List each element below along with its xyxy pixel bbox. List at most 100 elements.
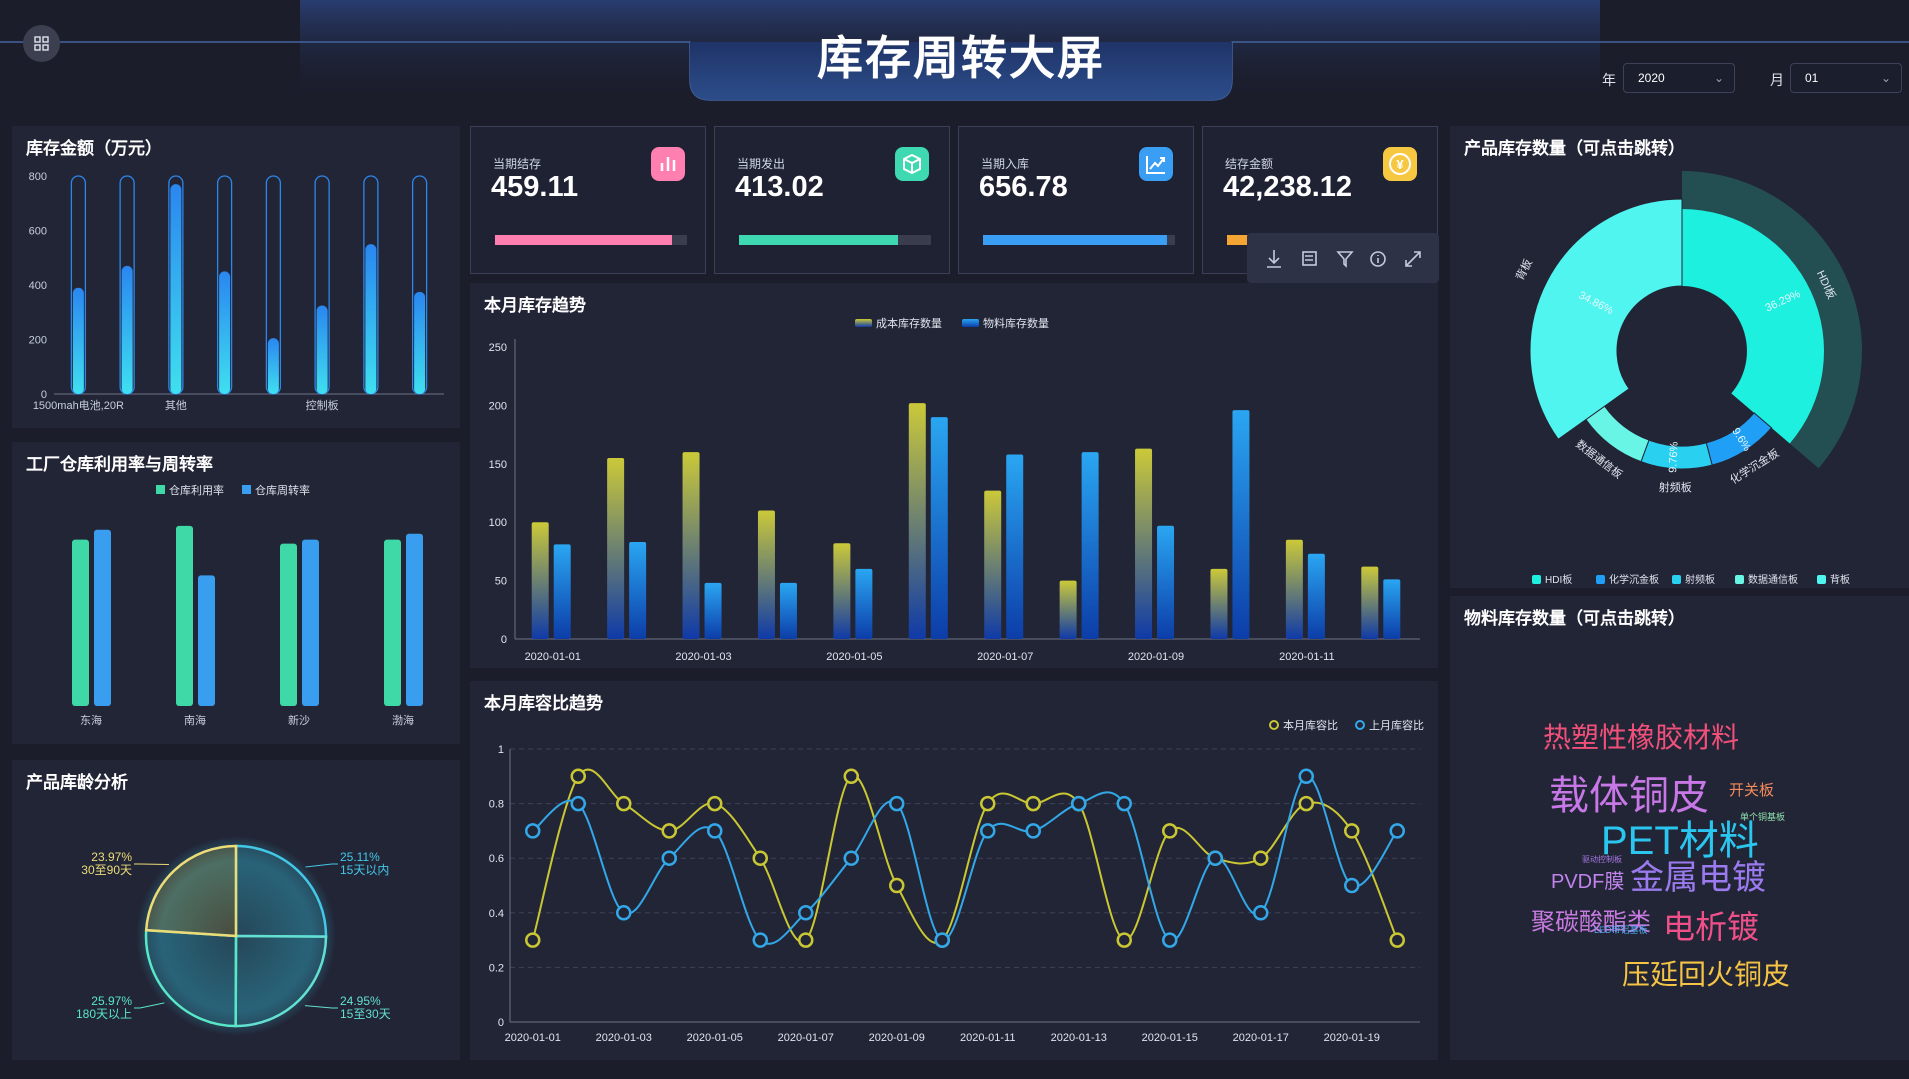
y-tick-label: 600 xyxy=(29,226,47,238)
x-tick-label: 2020-01-09 xyxy=(1128,651,1184,663)
data-point xyxy=(1344,877,1360,894)
bar xyxy=(531,522,549,639)
product-qty-panel[interactable]: 产品库存数量（可点击跳转） 36.29% HDI板 9.6% 化学沉金板 9.76% 射频… xyxy=(1450,126,1909,588)
kpi-progress-fill xyxy=(1227,235,1266,245)
trend-chart: 成本库存数量 物料库存数量 0 50 100 150 200 250 2020-01-01 202… xyxy=(489,316,1420,663)
trend-chart-icon xyxy=(1139,147,1173,181)
year-label: 年 xyxy=(1602,72,1616,88)
kpi-progress-fill xyxy=(983,235,1168,245)
data-point xyxy=(616,905,632,921)
wordcloud-word[interactable]: 驱动控制板 xyxy=(1582,855,1622,864)
ratio-chart: 本月库容比 上月库容比 0 0.2 0.4 0.6 0.8 1 2020-01-01 2020-0… xyxy=(489,718,1424,1044)
month-select[interactable]: 01 ⌄ xyxy=(1790,63,1902,93)
bar xyxy=(1383,579,1401,639)
y-tick-label: 0.6 xyxy=(489,853,504,865)
y-tick-label: 0.2 xyxy=(489,962,504,974)
pie-pct-label: 23.97% xyxy=(91,850,132,864)
legend-marker xyxy=(1269,720,1279,730)
wordcloud-word[interactable]: 金属电镀 xyxy=(1630,859,1766,897)
bar xyxy=(682,452,700,639)
data-point xyxy=(661,850,677,866)
bar xyxy=(170,184,182,394)
x-tick-label: 2020-01-05 xyxy=(687,1032,743,1044)
data-point xyxy=(570,768,586,785)
kpi-progress xyxy=(739,235,931,245)
data-point xyxy=(1389,932,1405,948)
legend-label: 化学沉金板 xyxy=(1609,573,1659,586)
wordcloud-word[interactable]: 单个铜基板 xyxy=(1740,812,1786,822)
x-tick-label: 2020-01-05 xyxy=(826,651,882,663)
kpi-value: 459.11 xyxy=(491,171,579,203)
data-point xyxy=(1253,905,1269,921)
y-tick-label: 0 xyxy=(498,1017,504,1029)
kpi-label: 当期入库 xyxy=(981,157,1030,171)
bar xyxy=(607,457,625,639)
rose-label: 背板 xyxy=(1512,257,1535,283)
menu-button[interactable] xyxy=(23,25,60,62)
pie-pct-label: 24.95% xyxy=(340,994,381,1008)
bar xyxy=(1135,448,1153,639)
bar xyxy=(316,305,328,394)
bar xyxy=(280,543,297,706)
bar xyxy=(629,542,647,639)
product-qty-chart[interactable]: 36.29%HDI板9.6%化学沉金板9.76%射频板数据通信板34.86%背板… xyxy=(1450,126,1909,588)
data-point xyxy=(1207,850,1223,866)
kpi-value: 42,238.12 xyxy=(1223,171,1353,203)
download-icon[interactable] xyxy=(1267,250,1281,268)
wordcloud-word[interactable]: 电析镀 xyxy=(1663,909,1760,945)
wordcloud-word[interactable]: 热塑性橡胶材料 xyxy=(1543,722,1740,753)
chevron-down-icon: ⌄ xyxy=(1880,71,1891,85)
kpi-card: 当期入库 656.78 xyxy=(958,126,1194,274)
wordcloud-word[interactable]: PVDF膜 xyxy=(1551,871,1625,893)
panel-title: 本月库容比趋势 xyxy=(484,694,603,713)
x-tick-label: 2020-01-03 xyxy=(596,1032,652,1044)
material-qty-panel[interactable]: 物料库存数量（可点击跳转） 热塑性橡胶材料 载体铜皮 开关板 单个铜基板 PET材料 驱动… xyxy=(1450,596,1909,1060)
grid-icon xyxy=(34,36,49,51)
cube-icon xyxy=(895,147,929,181)
wordcloud-word[interactable]: 载体铜皮 xyxy=(1549,774,1709,818)
data-point xyxy=(1025,795,1041,812)
kpi-card: 当期结存 459.11 xyxy=(470,126,706,274)
y-tick-label: 50 xyxy=(495,576,507,588)
year-select[interactable]: 2020 ⌄ xyxy=(1623,63,1735,93)
wordcloud-word[interactable]: PET材料 xyxy=(1601,819,1759,863)
bar xyxy=(219,271,231,394)
bar-chart-icon xyxy=(651,147,685,181)
y-tick-label: 150 xyxy=(489,459,507,471)
wordcloud-word[interactable]: 压延回火铜皮 xyxy=(1622,959,1791,990)
data-point xyxy=(752,850,768,866)
bar xyxy=(757,510,775,639)
kpi-progress-fill xyxy=(739,235,899,245)
pie-label: 180天以上 xyxy=(76,1007,132,1021)
page-title: 库存周转大屏 xyxy=(817,32,1105,84)
bar xyxy=(1307,553,1325,639)
data-view-icon[interactable] xyxy=(1302,251,1317,266)
bar xyxy=(267,338,279,394)
wordcloud-word[interactable]: 聚碳酸酯类 xyxy=(1531,909,1651,936)
info-icon[interactable] xyxy=(1370,251,1386,267)
filter-icon[interactable] xyxy=(1336,251,1354,268)
rose-pct-label: 9.76% xyxy=(1667,441,1681,473)
data-point xyxy=(980,823,996,839)
wordcloud-word[interactable]: LED带铝基板 xyxy=(1594,925,1648,935)
bar xyxy=(72,539,89,706)
bar xyxy=(1081,452,1099,639)
pie-leader xyxy=(304,1005,338,1009)
chevron-down-icon: ⌄ xyxy=(1713,71,1724,85)
material-wordcloud[interactable]: 热塑性橡胶材料载体铜皮 开关板单个铜基板 PET材料 驱动控制板 PVDF膜 金属电镀聚碳… xyxy=(1450,596,1909,1060)
bar xyxy=(779,582,797,639)
legend-marker xyxy=(1817,575,1826,584)
legend-label: 成本库存数量 xyxy=(876,316,942,330)
y-tick-label: 250 xyxy=(489,342,507,354)
y-tick-label: 1 xyxy=(498,744,504,756)
bar xyxy=(984,490,1002,639)
kpi-progress-fill xyxy=(495,235,672,245)
legend-label: 仓库周转率 xyxy=(255,483,310,497)
fullscreen-icon[interactable] xyxy=(1405,251,1421,267)
pie-slice xyxy=(234,844,328,938)
chart-toolbox xyxy=(1247,233,1439,283)
y-tick-label: 0 xyxy=(41,389,47,401)
wordcloud-word[interactable]: 开关板 xyxy=(1729,782,1775,799)
rose-slice xyxy=(1529,198,1683,440)
